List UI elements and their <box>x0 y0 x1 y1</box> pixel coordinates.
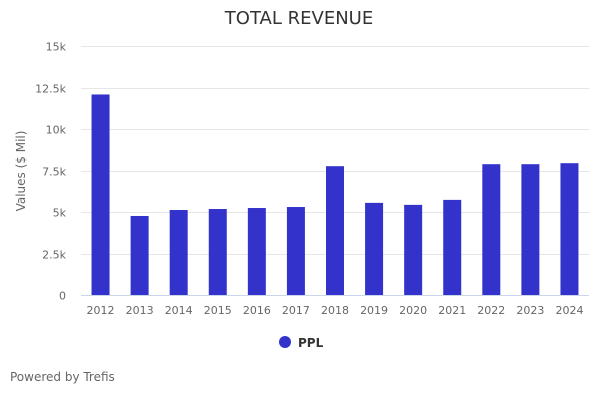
bar-2022[interactable] <box>482 164 501 295</box>
x-axis-ticks: 2012 2013 2014 2015 2016 2017 2018 2019 2020 2021… <box>87 304 584 317</box>
y-tick-label: 10k <box>46 124 67 137</box>
bar-2020[interactable] <box>404 204 423 295</box>
bar-2015[interactable] <box>208 209 227 295</box>
x-tick-label: 2019 <box>360 304 388 317</box>
x-tick-label: 2018 <box>321 304 349 317</box>
y-axis-ticks: 0 2.5k 5k 7.5k 10k 12.5k 15k <box>35 41 66 303</box>
x-tick-label: 2012 <box>87 304 115 317</box>
credits-link[interactable]: Powered by Trefis <box>10 370 115 384</box>
bar-2021[interactable] <box>443 199 462 295</box>
bar-2019[interactable] <box>365 202 384 295</box>
y-tick-label: 2.5k <box>42 249 66 262</box>
bar-2018[interactable] <box>326 166 344 295</box>
bar-2023[interactable] <box>521 164 540 295</box>
x-tick-label: 2016 <box>243 304 271 317</box>
x-tick-label: 2023 <box>516 304 544 317</box>
x-tick-label: 2014 <box>165 304 193 317</box>
y-tick-label: 7.5k <box>42 166 66 179</box>
y-tick-label: 15k <box>46 41 67 54</box>
legend-item-ppl[interactable]: PPL <box>279 336 324 350</box>
y-axis-label: Values ($ Mil) <box>14 131 28 212</box>
legend-marker <box>279 336 291 348</box>
x-tick-label: 2022 <box>477 304 505 317</box>
y-tick-label: 5k <box>53 207 67 220</box>
bar-2017[interactable] <box>286 207 305 295</box>
bar-2013[interactable] <box>130 215 149 295</box>
bar-2014[interactable] <box>169 210 188 295</box>
bar-2024[interactable] <box>560 163 579 295</box>
chart-title: TOTAL REVENUE <box>224 8 373 29</box>
x-tick-label: 2013 <box>126 304 154 317</box>
x-tick-label: 2021 <box>438 304 466 317</box>
x-tick-label: 2015 <box>204 304 232 317</box>
x-tick-label: 2017 <box>282 304 310 317</box>
y-tick-label: 12.5k <box>35 83 66 96</box>
legend-label: PPL <box>298 336 324 350</box>
x-tick-label: 2024 <box>555 304 583 317</box>
y-tick-label: 0 <box>59 290 66 303</box>
bars <box>91 94 579 295</box>
bar-2012[interactable] <box>91 94 110 295</box>
bar-2016[interactable] <box>247 208 266 295</box>
x-tick-label: 2020 <box>399 304 427 317</box>
